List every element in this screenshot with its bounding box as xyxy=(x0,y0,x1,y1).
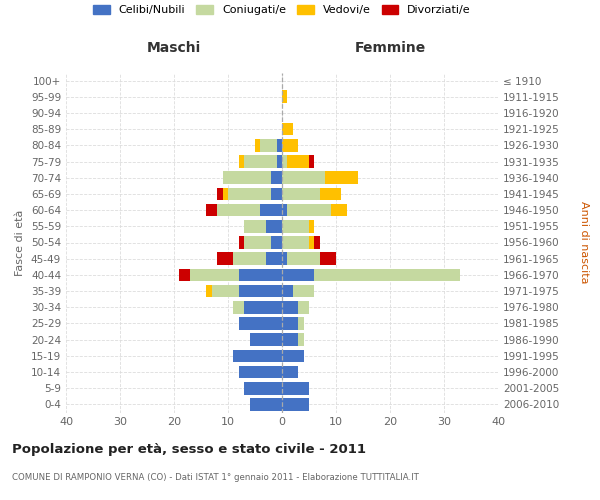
Bar xyxy=(212,285,239,298)
Bar xyxy=(233,252,266,265)
Bar xyxy=(282,172,325,184)
Bar xyxy=(282,285,293,298)
Y-axis label: Fasce di età: Fasce di età xyxy=(16,210,25,276)
Bar xyxy=(217,204,260,216)
Text: Maschi: Maschi xyxy=(147,41,201,55)
Bar xyxy=(320,252,336,265)
Bar xyxy=(250,398,282,410)
Bar xyxy=(282,252,287,265)
Bar xyxy=(206,204,217,216)
Bar xyxy=(298,334,304,346)
Bar xyxy=(320,188,341,200)
Bar xyxy=(331,204,347,216)
Bar xyxy=(282,204,287,216)
Bar xyxy=(239,236,244,249)
Bar xyxy=(293,285,314,298)
Bar xyxy=(287,204,331,216)
Bar xyxy=(244,155,277,168)
Bar xyxy=(244,382,282,394)
Bar xyxy=(217,252,233,265)
Bar xyxy=(266,220,282,232)
Bar xyxy=(244,236,271,249)
Bar xyxy=(282,236,309,249)
Bar xyxy=(217,188,223,200)
Bar xyxy=(282,334,298,346)
Bar xyxy=(233,350,282,362)
Bar xyxy=(271,172,282,184)
Bar xyxy=(282,317,298,330)
Bar xyxy=(271,188,282,200)
Bar xyxy=(287,252,320,265)
Bar xyxy=(287,155,309,168)
Bar xyxy=(282,90,287,103)
Bar xyxy=(309,236,314,249)
Bar xyxy=(250,334,282,346)
Bar xyxy=(239,366,282,378)
Bar xyxy=(233,301,244,314)
Bar xyxy=(190,268,239,281)
Bar xyxy=(282,398,309,410)
Bar xyxy=(325,172,358,184)
Bar xyxy=(206,285,212,298)
Bar xyxy=(239,155,244,168)
Legend: Celibi/Nubili, Coniugati/e, Vedovi/e, Divorziati/e: Celibi/Nubili, Coniugati/e, Vedovi/e, Di… xyxy=(89,0,475,20)
Bar xyxy=(260,139,277,151)
Bar xyxy=(282,123,293,136)
Y-axis label: Anni di nascita: Anni di nascita xyxy=(579,201,589,283)
Bar xyxy=(223,188,228,200)
Bar xyxy=(277,155,282,168)
Bar xyxy=(271,236,282,249)
Bar xyxy=(298,301,309,314)
Text: Femmine: Femmine xyxy=(355,41,425,55)
Bar xyxy=(255,139,260,151)
Bar xyxy=(309,220,314,232)
Bar xyxy=(228,188,271,200)
Bar xyxy=(239,285,282,298)
Bar xyxy=(282,155,287,168)
Bar xyxy=(298,317,304,330)
Bar xyxy=(223,172,271,184)
Bar xyxy=(282,268,314,281)
Bar xyxy=(266,252,282,265)
Bar xyxy=(260,204,282,216)
Bar xyxy=(282,139,298,151)
Bar xyxy=(244,301,282,314)
Bar xyxy=(244,220,266,232)
Bar xyxy=(277,139,282,151)
Bar xyxy=(239,317,282,330)
Text: COMUNE DI RAMPONIO VERNA (CO) - Dati ISTAT 1° gennaio 2011 - Elaborazione TUTTIT: COMUNE DI RAMPONIO VERNA (CO) - Dati IST… xyxy=(12,472,419,482)
Bar xyxy=(314,268,460,281)
Bar xyxy=(282,188,320,200)
Bar xyxy=(179,268,190,281)
Bar xyxy=(282,382,309,394)
Bar xyxy=(239,268,282,281)
Bar xyxy=(314,236,320,249)
Text: Popolazione per età, sesso e stato civile - 2011: Popolazione per età, sesso e stato civil… xyxy=(12,442,366,456)
Bar xyxy=(282,366,298,378)
Bar xyxy=(309,155,314,168)
Bar xyxy=(282,350,304,362)
Bar xyxy=(282,220,309,232)
Bar xyxy=(282,301,298,314)
